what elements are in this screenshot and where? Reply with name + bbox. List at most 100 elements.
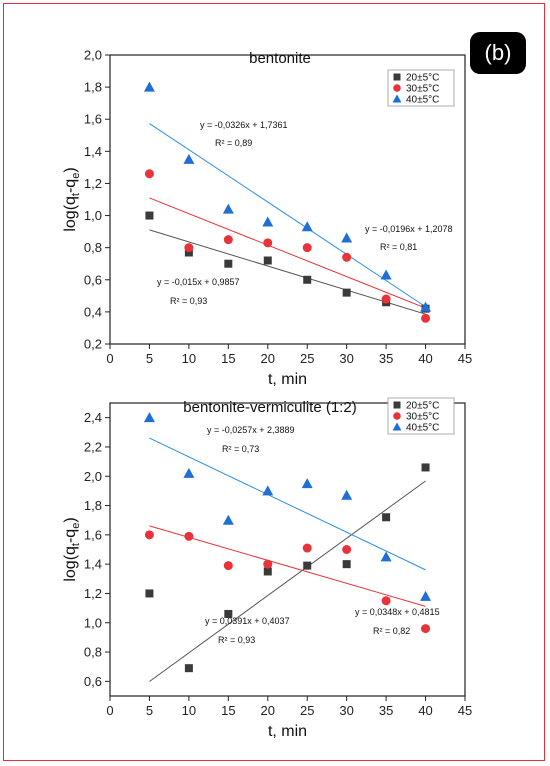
x-tick-label: 15	[221, 703, 235, 718]
data-point-triangle	[143, 412, 155, 423]
y-tick-label: 1,0	[84, 615, 102, 630]
data-point-triangle	[301, 478, 313, 489]
x-tick-label: 30	[339, 351, 353, 366]
y-tick-label: 0,2	[84, 337, 102, 352]
figure-frame	[3, 3, 545, 761]
legend-label: 20±5°C	[406, 73, 439, 84]
x-tick-label: 5	[146, 351, 153, 366]
fit-line-3	[149, 437, 426, 571]
y-axis-label-part: -q	[62, 179, 79, 193]
data-point-square	[145, 589, 154, 598]
data-point-square	[342, 560, 351, 569]
data-point-square	[263, 256, 272, 265]
data-point-circle	[342, 252, 352, 262]
legend: 20±5°C30±5°C40±5°C	[387, 397, 455, 435]
legend-marker	[393, 412, 401, 420]
data-point-square	[303, 275, 312, 284]
data-point-square	[382, 513, 391, 522]
data-point-circle	[263, 238, 273, 248]
legend-marker	[392, 94, 402, 103]
fit-line-2	[149, 525, 426, 607]
x-tick-label: 20	[261, 703, 275, 718]
data-point-triangle	[143, 81, 155, 92]
x-tick-label: 0	[106, 703, 113, 718]
data-point-triangle	[183, 467, 195, 478]
x-tick-label: 30	[339, 703, 353, 718]
data-point-circle	[184, 531, 194, 541]
data-point-triangle	[222, 514, 234, 525]
x-tick-label: 35	[379, 703, 393, 718]
data-point-circle	[421, 313, 431, 323]
data-point-square	[184, 664, 193, 673]
r-squared-label: R² = 0,93	[218, 635, 255, 645]
x-tick-label: 40	[418, 351, 432, 366]
y-tick-label: 1,8	[84, 498, 102, 513]
regression-equation: y = -0,015x + 0,9857	[157, 277, 240, 287]
regression-equation: y = -0,0257x + 2,3889	[207, 425, 295, 435]
legend-label: 30±5°C	[406, 412, 439, 423]
legend: 20±5°C30±5°C40±5°C	[387, 69, 455, 107]
y-tick-label: 1,0	[84, 208, 102, 223]
y-axis-label: log(qt-qe)	[62, 517, 82, 581]
y-axis-label-part: )	[62, 167, 79, 172]
y-tick-label: 1,2	[84, 586, 102, 601]
y-tick-label: 0,6	[84, 674, 102, 689]
data-point-triangle	[262, 485, 274, 496]
y-tick-label: 2,0	[84, 469, 102, 484]
data-point-circle	[381, 596, 391, 606]
chart-title: bentonite-vermiculite (1:2)	[183, 399, 356, 416]
y-tick-label: 1,6	[84, 527, 102, 542]
x-tick-label: 40	[418, 703, 432, 718]
data-point-triangle	[222, 203, 234, 214]
y-axis-label-part: e	[70, 523, 82, 529]
x-tick-label: 25	[300, 351, 314, 366]
r-squared-label: R² = 0,89	[215, 138, 252, 148]
x-tick-label: 5	[146, 703, 153, 718]
fit-line-1	[149, 480, 426, 682]
legend-label: 40±5°C	[406, 423, 439, 434]
data-point-circle	[342, 545, 352, 554]
data-point-triangle	[341, 489, 353, 500]
data-point-triangle	[380, 269, 392, 280]
data-point-triangle	[301, 221, 313, 232]
regression-equation: y = -0,0196x + 1,2078	[365, 224, 453, 234]
x-tick-label: 25	[300, 703, 314, 718]
data-point-circle	[144, 169, 154, 179]
plot-frame	[109, 54, 466, 345]
data-point-circle	[184, 243, 194, 253]
y-axis-label-part: e	[70, 173, 82, 179]
y-tick-label: 0,6	[84, 272, 102, 287]
data-point-circle	[421, 624, 431, 634]
y-tick-label: 0,4	[84, 304, 102, 319]
data-point-square	[224, 259, 233, 268]
data-point-triangle	[380, 551, 392, 562]
regression-equation: y = -0,0326x + 1,7361	[200, 120, 288, 130]
y-axis-label-part: -q	[62, 529, 79, 543]
y-axis-label-part: t	[70, 193, 82, 196]
plot-frame	[109, 402, 466, 697]
chart-2: 0 5 10 15 20 25 30 35 40 45 0,6 0,8 1,0 1,2 1,4 1,6 1,8 2…	[62, 397, 472, 740]
data-point-square	[184, 248, 193, 257]
y-tick-label: 0,8	[84, 240, 102, 255]
r-squared-label: R² = 0,82	[373, 626, 410, 636]
legend-marker	[393, 73, 401, 81]
x-tick-label: 10	[182, 703, 196, 718]
data-point-circle	[381, 294, 391, 304]
data-point-circle	[144, 530, 154, 540]
y-axis-label: log(qt-qe)	[62, 167, 82, 231]
y-tick-label: 2,4	[84, 410, 102, 425]
fit-line-3	[149, 123, 426, 308]
y-tick-label: 1,2	[84, 176, 102, 191]
y-tick-label: 2,2	[84, 439, 102, 454]
x-tick-label: 45	[458, 351, 472, 366]
y-axis-label-part: )	[62, 517, 79, 522]
r-squared-label: R² = 0,93	[170, 296, 207, 306]
x-tick-label: 0	[106, 351, 113, 366]
x-axis-label: t, min	[268, 371, 307, 388]
y-tick-label: 1,6	[84, 112, 102, 127]
data-point-square	[303, 561, 312, 570]
r-squared-label: R² = 0,81	[380, 242, 417, 252]
data-point-triangle	[183, 153, 195, 164]
x-tick-label: 10	[182, 351, 196, 366]
